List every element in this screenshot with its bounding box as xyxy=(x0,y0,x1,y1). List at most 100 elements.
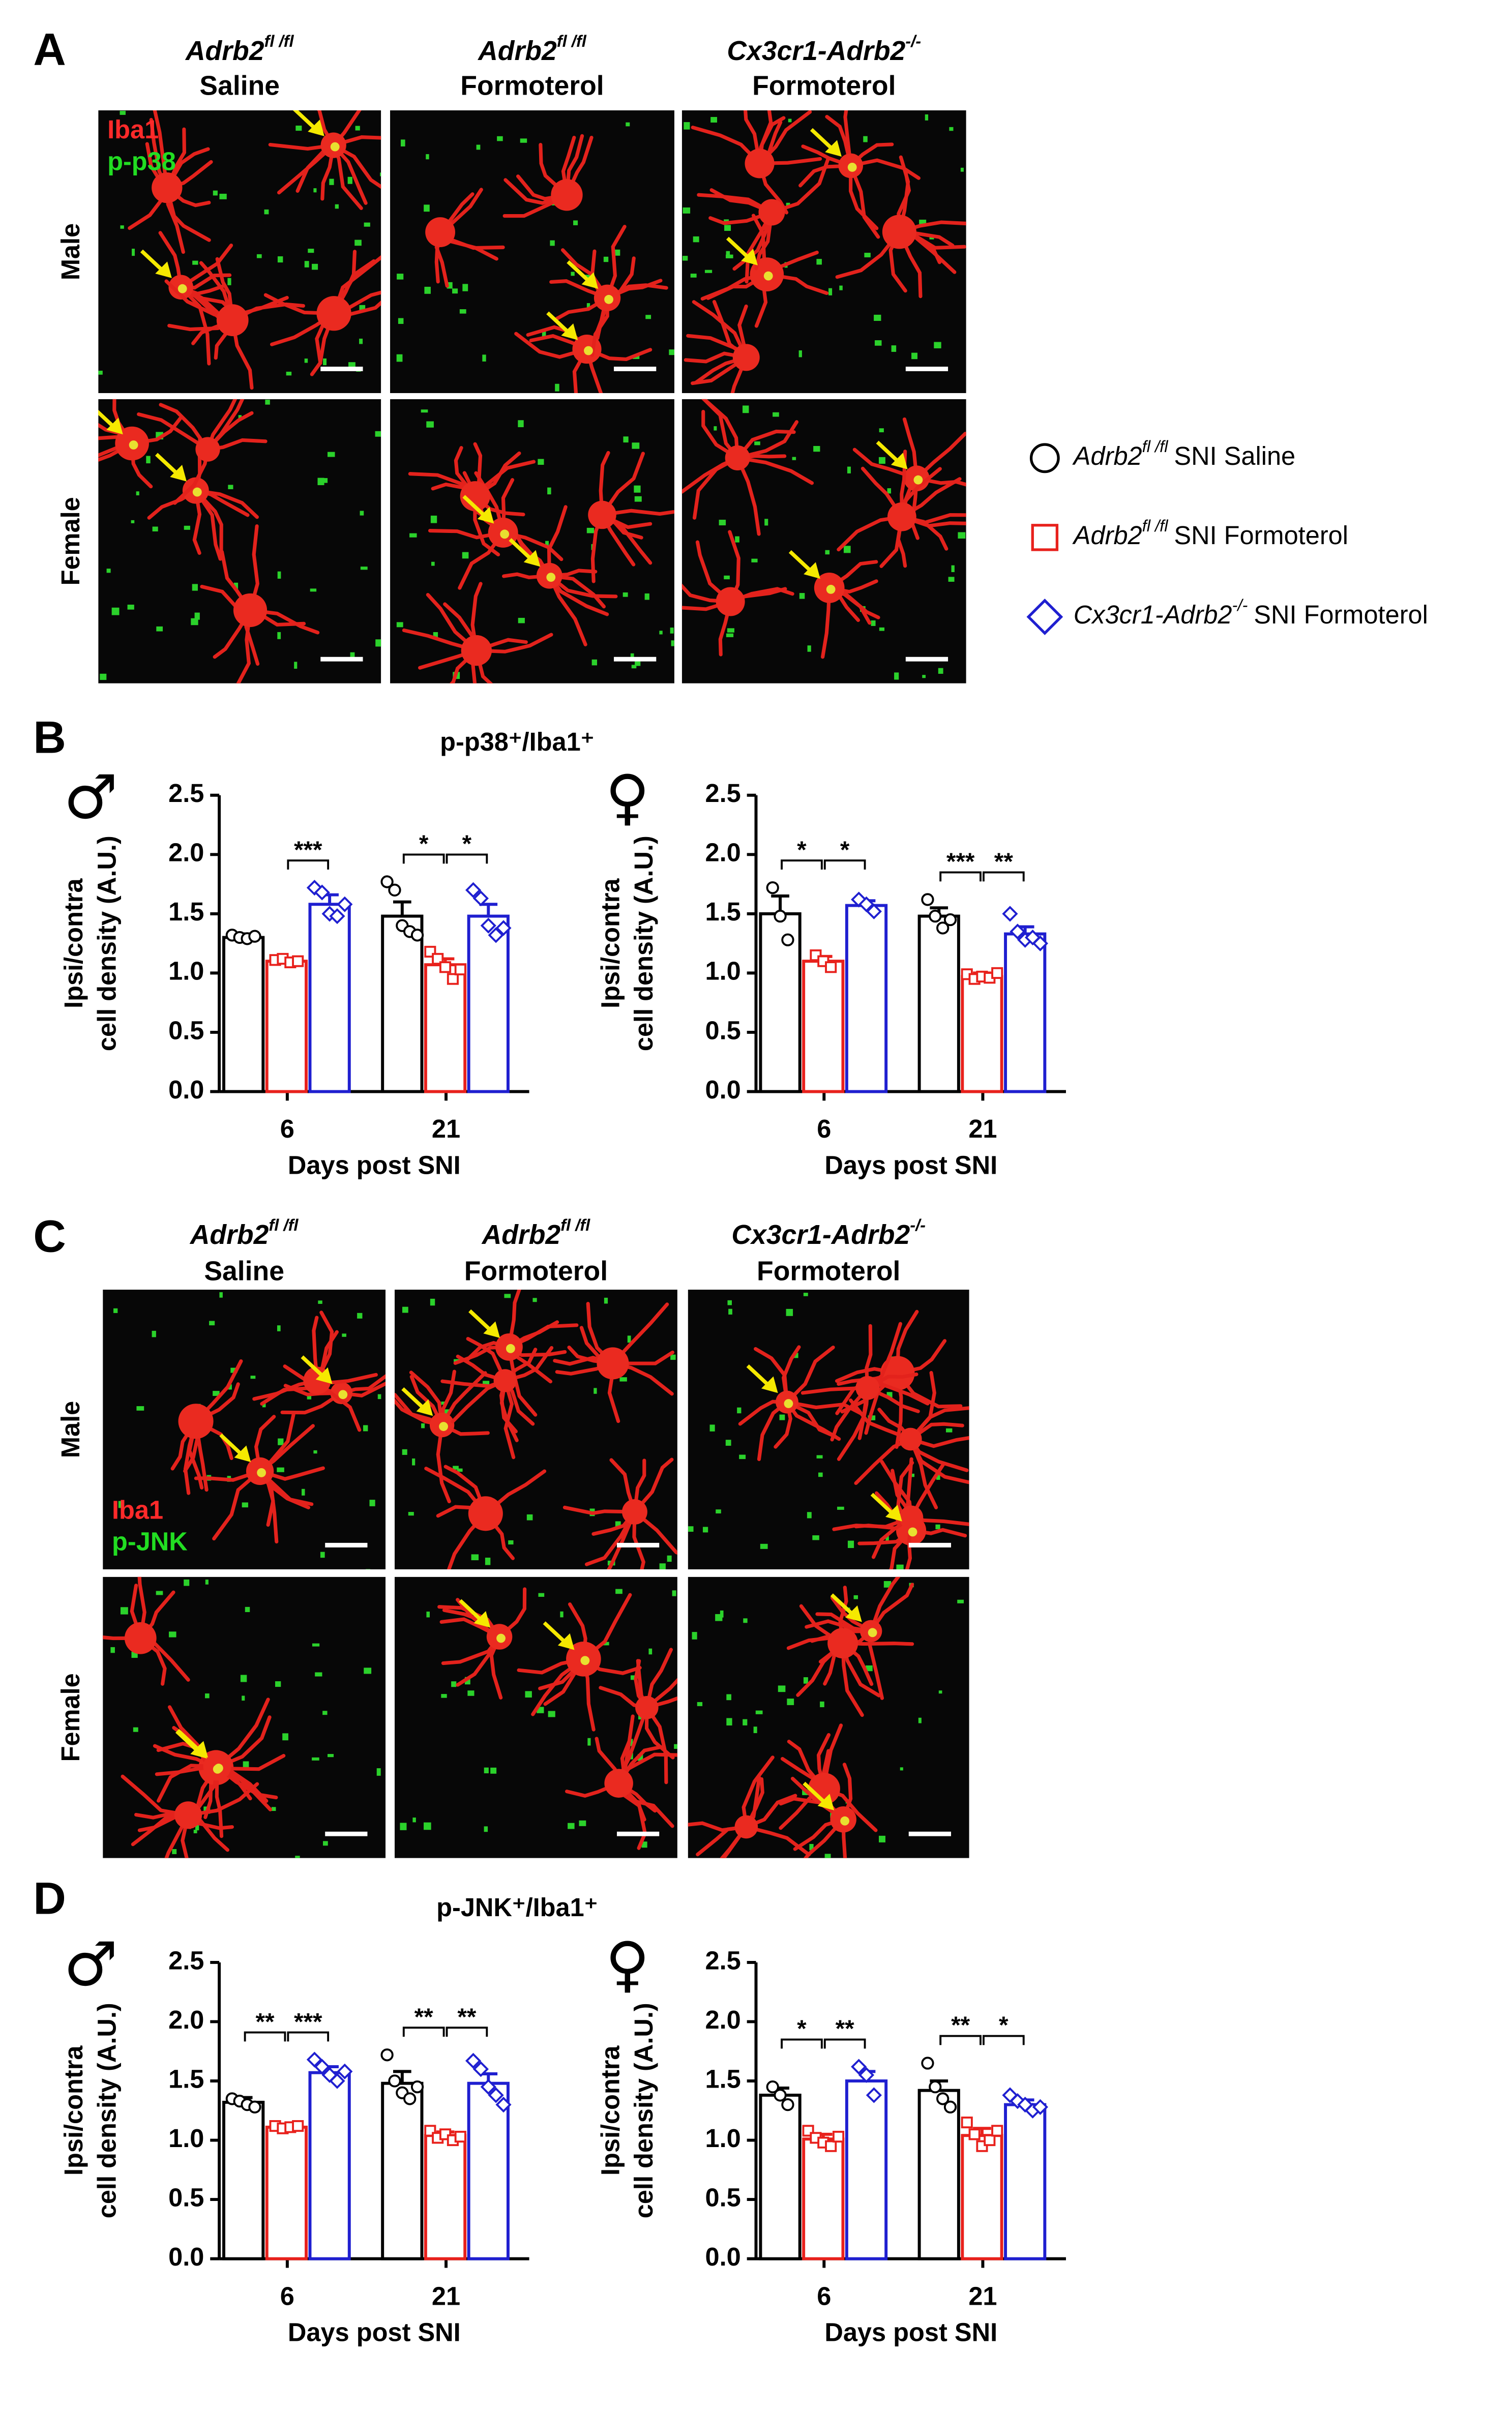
data-point xyxy=(1002,906,1018,922)
microglia-soma xyxy=(899,1427,922,1451)
green-puncta xyxy=(670,628,674,634)
micrograph xyxy=(98,399,381,683)
significance-bracket xyxy=(823,859,866,870)
data-point xyxy=(921,2057,934,2070)
significance-bracket xyxy=(287,859,330,870)
green-puncta xyxy=(793,1353,798,1358)
bar xyxy=(802,960,845,1093)
colocalization xyxy=(177,284,187,293)
gene: Adrb2 xyxy=(477,36,557,66)
superscript: fl /fl xyxy=(269,1215,299,1234)
microglia-process xyxy=(164,1813,190,1858)
green-puncta xyxy=(672,1590,676,1596)
microglia-process xyxy=(849,164,880,239)
green-puncta xyxy=(397,274,404,280)
gene: Adrb2 xyxy=(185,36,264,66)
green-puncta xyxy=(213,190,218,196)
green-puncta xyxy=(825,550,830,555)
significance-label: * xyxy=(419,830,429,857)
microglia-process xyxy=(633,1457,674,1514)
microglia-process xyxy=(735,456,814,485)
green-puncta xyxy=(310,588,317,592)
data-point xyxy=(472,890,489,907)
bar xyxy=(381,914,424,1093)
green-puncta xyxy=(779,1414,785,1420)
green-puncta xyxy=(879,627,885,631)
microglia-soma xyxy=(461,635,492,666)
green-puncta xyxy=(219,1292,223,1298)
x-axis-label: Days post SNI xyxy=(288,1150,461,1179)
data-point xyxy=(1032,2099,1048,2115)
significance-label: * xyxy=(999,2012,1009,2039)
green-puncta xyxy=(219,193,227,199)
legend-marker xyxy=(1029,443,1060,473)
micrograph xyxy=(103,1576,386,1858)
microglia-process xyxy=(212,1469,262,1541)
significance-bracket xyxy=(823,2038,866,2049)
green-puncta xyxy=(816,259,822,265)
legend-marker xyxy=(1031,524,1059,551)
green-puncta xyxy=(317,478,324,485)
green-puncta xyxy=(156,1591,163,1595)
green-puncta xyxy=(302,1489,305,1496)
green-puncta xyxy=(308,249,314,253)
green-puncta xyxy=(335,204,339,209)
y-axis-label: Ipsi/contra xyxy=(596,2045,625,2176)
microglia-soma xyxy=(425,217,456,247)
significance-bracket xyxy=(446,2027,488,2037)
colocalization xyxy=(500,529,510,539)
green-puncta xyxy=(364,222,370,227)
micrograph xyxy=(681,110,966,393)
significance-label: ** xyxy=(414,2004,434,2031)
green-puncta xyxy=(194,612,200,620)
colocalization xyxy=(330,142,340,152)
y-tick-label: 0.0 xyxy=(705,2242,741,2271)
green-puncta xyxy=(312,263,318,270)
green-puncta xyxy=(786,202,790,206)
data-point xyxy=(388,2074,401,2088)
green-puncta xyxy=(587,1738,591,1746)
data-point xyxy=(1002,2087,1018,2103)
green-puncta xyxy=(400,1823,407,1830)
y-axis-label: Ipsi/contra xyxy=(59,2045,88,2176)
green-puncta xyxy=(571,272,575,276)
microglia-process xyxy=(179,285,211,366)
chart-title: p-JNK⁺/Iba1⁺ xyxy=(436,1893,598,1922)
green-puncta xyxy=(363,1425,368,1432)
microglia-process xyxy=(121,1774,190,1817)
green-puncta xyxy=(424,286,431,294)
green-puncta xyxy=(911,352,917,360)
data-point xyxy=(943,913,957,927)
data-point xyxy=(943,2100,957,2114)
bar xyxy=(381,2081,424,2260)
bar xyxy=(961,975,1003,1093)
microglia-process xyxy=(645,1648,673,1710)
colocalization xyxy=(506,1344,515,1353)
green-puncta xyxy=(837,1506,844,1510)
green-puncta xyxy=(824,1854,831,1858)
green-puncta xyxy=(98,370,103,375)
data-point xyxy=(454,963,466,975)
green-puncta xyxy=(951,565,955,572)
green-puncta xyxy=(648,1648,653,1655)
data-point xyxy=(858,896,875,912)
microglia-soma xyxy=(597,1347,629,1380)
data-point xyxy=(292,955,304,967)
green-puncta xyxy=(828,288,833,295)
data-point xyxy=(447,973,459,985)
green-puncta xyxy=(634,485,641,493)
column-treatment: Formoterol xyxy=(757,1256,900,1286)
data-point xyxy=(465,882,482,898)
microglia-process xyxy=(436,1423,451,1504)
green-puncta xyxy=(879,1835,885,1842)
microglia-soma xyxy=(887,502,916,531)
data-point xyxy=(480,2079,496,2095)
green-puncta xyxy=(792,457,796,460)
column-header: Cx3cr1-Adrb2-/- xyxy=(731,1215,926,1250)
green-puncta xyxy=(375,431,381,437)
green-puncta xyxy=(205,1580,209,1585)
significance-bracket xyxy=(983,871,1025,882)
significance-label: *** xyxy=(946,848,975,875)
green-puncta xyxy=(228,485,233,489)
green-puncta xyxy=(277,1467,284,1472)
